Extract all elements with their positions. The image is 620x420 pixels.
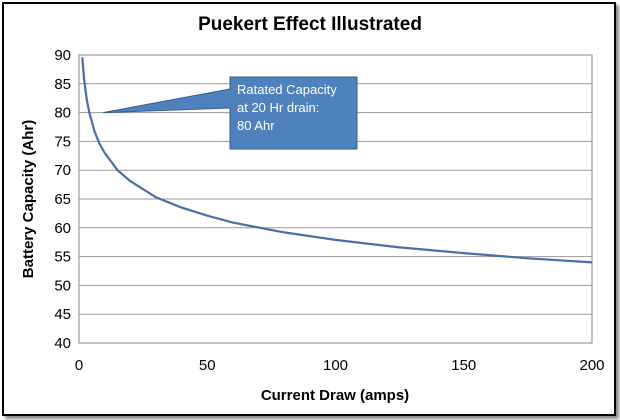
y-tick-label: 90 — [54, 47, 71, 64]
chart-title: Puekert Effect Illustrated — [198, 14, 422, 35]
x-tick-label: 200 — [579, 357, 604, 374]
y-tick-label: 40 — [54, 335, 71, 352]
x-tick-label: 0 — [75, 357, 83, 374]
callout-line-3: 80 Ahr — [237, 118, 275, 133]
y-tick-label: 50 — [54, 277, 71, 294]
y-tick-label: 45 — [54, 306, 71, 323]
x-axis-label: Current Draw (amps) — [261, 387, 409, 404]
x-ticks: 0 50 100 150 200 — [75, 357, 605, 374]
x-tick-label: 150 — [451, 357, 476, 374]
y-tick-label: 75 — [54, 133, 71, 150]
y-tick-label: 85 — [54, 76, 71, 93]
y-axis-label: Battery Capacity (Ahr) — [20, 120, 37, 278]
plot-area — [78, 54, 593, 344]
callout: Ratated Capacity at 20 Hr drain: 80 Ahr — [103, 76, 358, 150]
chart-frame — [2, 2, 616, 416]
callout-box — [103, 76, 358, 150]
y-tick-label: 70 — [54, 162, 71, 179]
y-tick-label: 55 — [54, 249, 71, 266]
y-tick-label: 80 — [54, 105, 71, 122]
y-tick-label: 65 — [54, 191, 71, 208]
series-line-capacity — [81, 57, 593, 264]
callout-line-1: Ratated Capacity — [237, 82, 337, 97]
x-tick-label: 100 — [323, 357, 348, 374]
callout-line-2: at 20 Hr drain: — [237, 100, 319, 115]
y-ticks: 40 45 50 55 60 65 70 75 80 85 90 — [54, 47, 71, 352]
x-tick-label: 50 — [199, 357, 216, 374]
y-tick-label: 60 — [54, 220, 71, 237]
